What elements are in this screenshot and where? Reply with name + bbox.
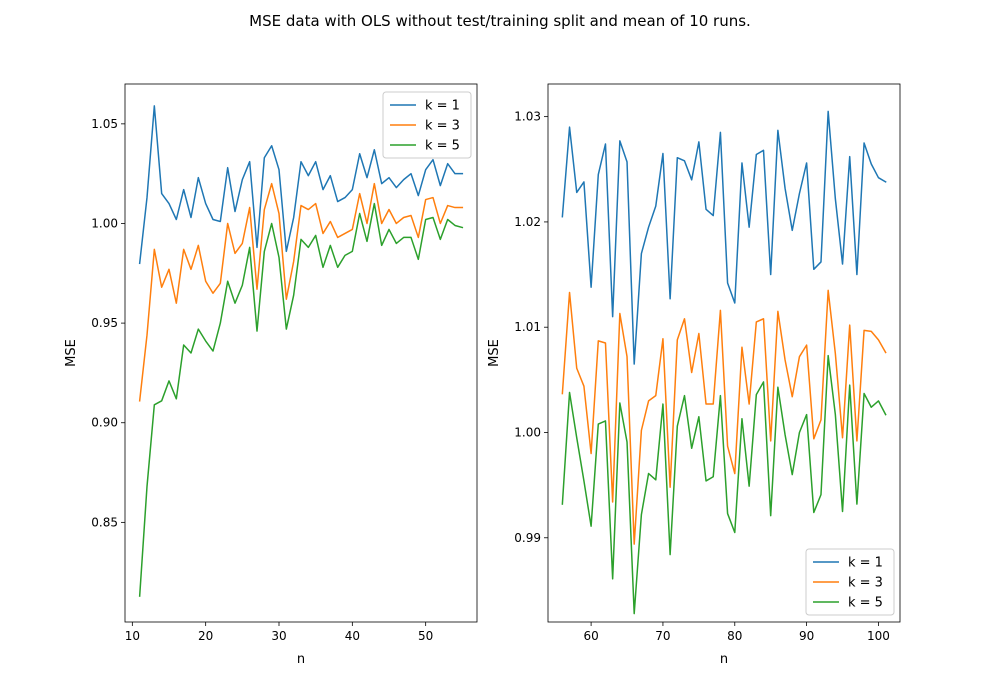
figure-title: MSE data with OLS without test/training …	[249, 12, 751, 30]
legend-label: k = 3	[848, 576, 883, 591]
y-tick-label: 1.00	[514, 425, 541, 439]
series-line-k3	[138, 182, 464, 402]
axes-frame	[124, 83, 478, 623]
x-tick-label: 60	[583, 629, 598, 643]
series-line-k1	[138, 105, 464, 265]
x-tick-label: 70	[655, 629, 670, 643]
axes-frame	[547, 83, 901, 623]
legend-label: k = 5	[425, 139, 460, 154]
y-tick-label: 1.00	[91, 216, 118, 230]
y-axis-label: MSE	[487, 339, 502, 367]
x-tick-label: 20	[198, 629, 213, 643]
legend-label: k = 3	[425, 119, 460, 134]
legend-box	[382, 91, 472, 159]
y-tick-label: 1.03	[514, 110, 541, 124]
legend: k = 1 k = 3 k = 5	[805, 548, 895, 616]
y-axis-label: MSE	[64, 339, 79, 367]
x-tick-label: 40	[345, 629, 360, 643]
series-line-k5	[561, 354, 887, 615]
legend-label: k = 5	[848, 596, 883, 611]
x-tick-label: 30	[271, 629, 286, 643]
x-tick-label: 80	[727, 629, 742, 643]
legend-box	[805, 548, 895, 616]
series-line-k1	[561, 110, 887, 365]
y-tick-label: 0.90	[91, 416, 118, 430]
legend-label: k = 1	[425, 99, 460, 114]
y-tick-label: 1.05	[91, 117, 118, 131]
x-tick-label: 50	[418, 629, 433, 643]
x-axis-label: n	[720, 652, 728, 667]
y-tick-label: 1.02	[514, 215, 541, 229]
x-axis-label: n	[297, 652, 305, 667]
series-line-k5	[138, 202, 464, 597]
y-tick-label: 0.99	[514, 531, 541, 545]
x-tick-label: 10	[125, 629, 140, 643]
legend-label: k = 1	[848, 556, 883, 571]
y-tick-label: 0.85	[91, 515, 118, 529]
legend: k = 1 k = 3 k = 5	[382, 91, 472, 159]
x-tick-label: 90	[799, 629, 814, 643]
right-subplot: 60 70 80 90 100 0.99 1.00 1.01 1.02 1.03 n MSE k = 1…	[487, 83, 901, 667]
x-tick-label: 100	[867, 629, 890, 643]
y-tick-label: 0.95	[91, 316, 118, 330]
series-line-k3	[561, 289, 887, 545]
y-tick-label: 1.01	[514, 320, 541, 334]
